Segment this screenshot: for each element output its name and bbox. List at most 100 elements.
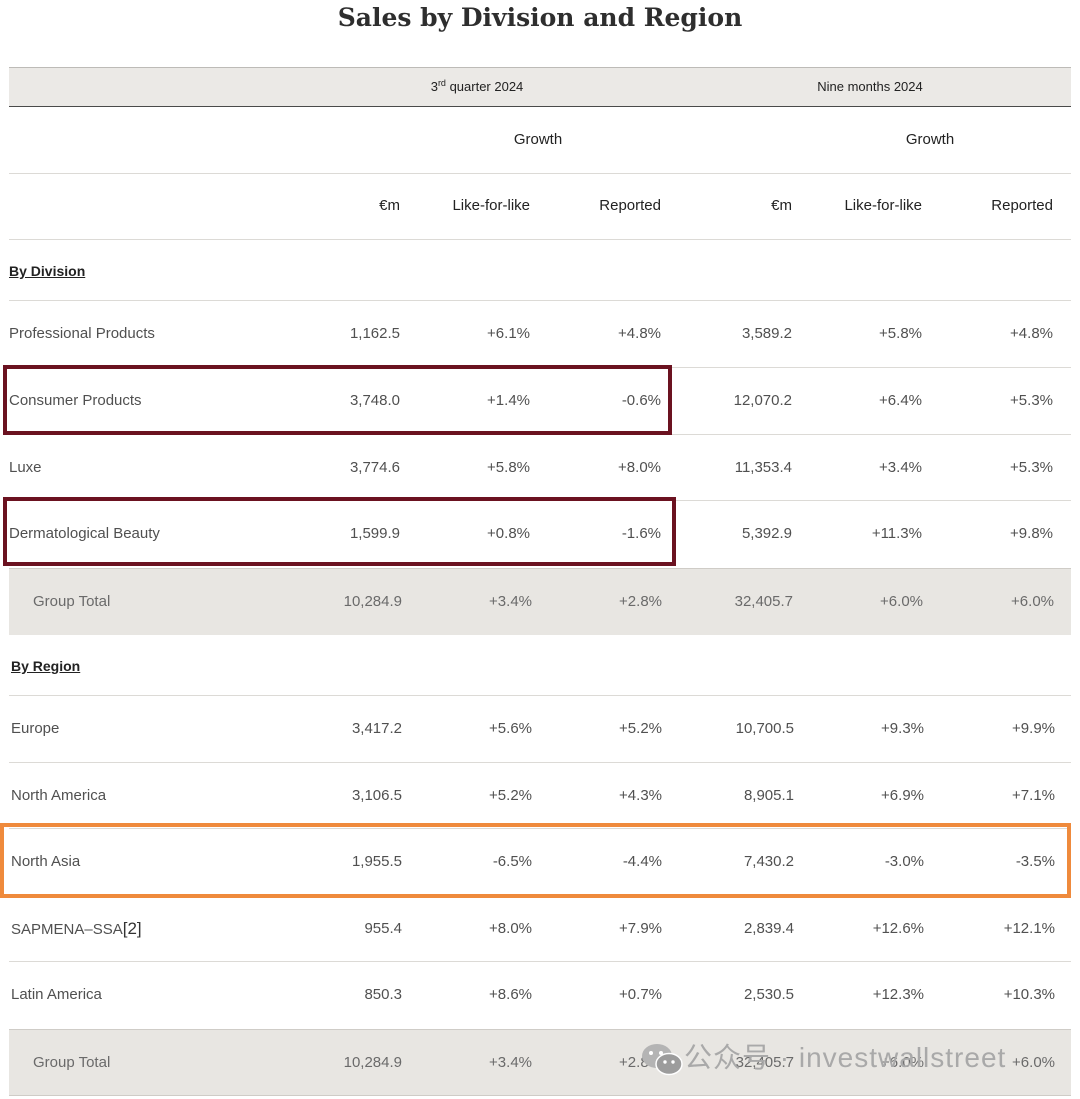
q3-lfl-value: +5.2% [489, 787, 532, 804]
table-row: Latin America 850.3 +8.6% +0.7% 2,530.5 … [9, 962, 1071, 1028]
nm-reported-value: +9.8% [1010, 525, 1053, 542]
q3-prefix: 3 [430, 79, 438, 94]
row-divider [9, 695, 1071, 696]
page-title: Sales by Division and Region [337, 3, 743, 32]
nm-em-value: 2,530.5 [743, 986, 794, 1003]
q3-suffix: quarter 2024 [445, 79, 524, 94]
nm-em-value: 12,070.2 [733, 392, 792, 409]
row-divider [9, 828, 1071, 829]
table-row: Luxe 3,774.6 +5.8% +8.0% 11,353.4 +3.4% … [9, 435, 1071, 501]
nm-reported-value: -3.5% [1015, 853, 1055, 870]
col-q3-reported: Reported [599, 197, 661, 214]
q3-em-value: 10,284.9 [343, 593, 402, 610]
nm-lfl-value: +9.3% [881, 720, 924, 737]
nm-em-value: 11,353.4 [734, 459, 792, 476]
section-by-division: By Division [9, 263, 86, 279]
q3-lfl-value: +1.4% [487, 392, 530, 409]
col-q3-em: €m [379, 197, 400, 214]
nm-reported-value: +5.3% [1010, 459, 1053, 476]
q3-lfl-value: +8.0% [489, 920, 532, 937]
table-row: Europe 3,417.2 +5.6% +5.2% 10,700.5 +9.3… [9, 696, 1071, 762]
nm-em-value: 8,905.1 [743, 787, 794, 804]
highlight-box-dermatological-beauty [3, 497, 676, 566]
growth-header-nm: Growth [905, 131, 955, 148]
q3-reported-value: -4.4% [622, 853, 662, 870]
q3-lfl-value: +3.4% [489, 593, 532, 610]
row-label: Latin America [11, 986, 102, 1003]
table-row: Consumer Products 3,748.0 +1.4% -0.6% 12… [9, 368, 1071, 434]
nm-lfl-value: +12.6% [872, 920, 924, 937]
row-label: Luxe [9, 459, 42, 476]
row-label: Group Total [33, 1054, 111, 1071]
row-label: North Asia [11, 853, 81, 870]
q3-reported-value: +4.8% [618, 325, 661, 342]
row-label-wrap: SAPMENA–SSA[2] [11, 896, 142, 962]
nm-reported-value: +9.9% [1012, 720, 1055, 737]
table-row: SAPMENA–SSA[2] 955.4 +8.0% +7.9% 2,839.4… [9, 896, 1071, 962]
q3-reported-value: +5.2% [619, 720, 662, 737]
highlight-box-north-asia [0, 823, 1071, 898]
footnote-link[interactable]: [2] [122, 919, 142, 938]
q3-reported-value: +7.9% [619, 920, 662, 937]
group-total-row-region: Group Total 10,284.9 +3.4% +2.8% 32,405.… [9, 1029, 1071, 1096]
col-nm-reported: Reported [991, 197, 1053, 214]
q3-lfl-value: +0.8% [487, 525, 530, 542]
table-row: Dermatological Beauty 1,599.9 +0.8% -1.6… [9, 501, 1071, 567]
q3-lfl-value: +8.6% [489, 986, 532, 1003]
q3-lfl-value: +5.6% [489, 720, 532, 737]
table-bottom-border [9, 1095, 1071, 1096]
q3-em-value: 10,284.9 [343, 1054, 402, 1071]
nm-reported-value: +4.8% [1010, 325, 1053, 342]
row-label: Europe [11, 720, 60, 737]
nm-lfl-value: +12.3% [872, 986, 924, 1003]
q3-reported-value: +8.0% [618, 459, 661, 476]
q3-reported-value: -0.6% [621, 392, 661, 409]
nm-em-value: 2,839.4 [743, 920, 794, 937]
nm-reported-value: +5.3% [1010, 392, 1053, 409]
row-label: SAPMENA–SSA [11, 921, 123, 938]
q3-em-value: 3,748.0 [349, 392, 400, 409]
highlight-box-consumer-products [3, 365, 672, 435]
q3-em-value: 850.3 [364, 986, 402, 1003]
nm-reported-value: +7.1% [1012, 787, 1055, 804]
nm-lfl-value: +3.4% [879, 459, 922, 476]
growth-header-q3: Growth [513, 131, 563, 148]
q3-em-value: 3,774.6 [349, 459, 400, 476]
nm-em-value: 32,405.7 [735, 1054, 794, 1071]
col-nm-em: €m [771, 197, 792, 214]
nm-lfl-value: +6.9% [881, 787, 924, 804]
row-label: Dermatological Beauty [9, 525, 160, 542]
q3-reported-value: -1.6% [621, 525, 661, 542]
nm-lfl-value: +6.0% [880, 593, 923, 610]
q3-em-value: 3,417.2 [351, 720, 402, 737]
q3-em-value: 1,955.5 [351, 853, 402, 870]
row-label: Consumer Products [9, 392, 142, 409]
nm-lfl-value: +6.4% [879, 392, 922, 409]
group-total-row-division: Group Total 10,284.9 +3.4% +2.8% 32,405.… [9, 568, 1071, 635]
q3-reported-value: +4.3% [619, 787, 662, 804]
nm-em-value: 5,392.9 [741, 525, 792, 542]
row-label: Group Total [33, 593, 111, 610]
period-header-band [9, 67, 1071, 107]
nm-lfl-value: +5.8% [879, 325, 922, 342]
nm-reported-value: +6.0% [1011, 593, 1054, 610]
nm-lfl-value: -3.0% [884, 853, 924, 870]
section-by-region: By Region [11, 658, 81, 674]
header-divider [9, 239, 1071, 240]
q3-em-value: 1,599.9 [349, 525, 400, 542]
nm-reported-value: +6.0% [1012, 1054, 1055, 1071]
q3-lfl-value: +3.4% [489, 1054, 532, 1071]
q3-em-value: 1,162.5 [349, 325, 400, 342]
q3-2024-header: 3rd quarter 2024 [417, 79, 537, 95]
nm-reported-value: +12.1% [1003, 920, 1055, 937]
q3-em-value: 955.4 [364, 920, 402, 937]
nm-em-value: 7,430.2 [743, 853, 794, 870]
row-divider [9, 762, 1071, 763]
header-divider [9, 173, 1071, 174]
col-nm-lfl: Like-for-like [844, 197, 922, 214]
table-row: North Asia 1,955.5 -6.5% -4.4% 7,430.2 -… [9, 829, 1071, 895]
wechat-icon [640, 1041, 684, 1079]
row-label: Professional Products [9, 325, 155, 342]
row-divider [9, 961, 1071, 962]
col-q3-lfl: Like-for-like [452, 197, 530, 214]
